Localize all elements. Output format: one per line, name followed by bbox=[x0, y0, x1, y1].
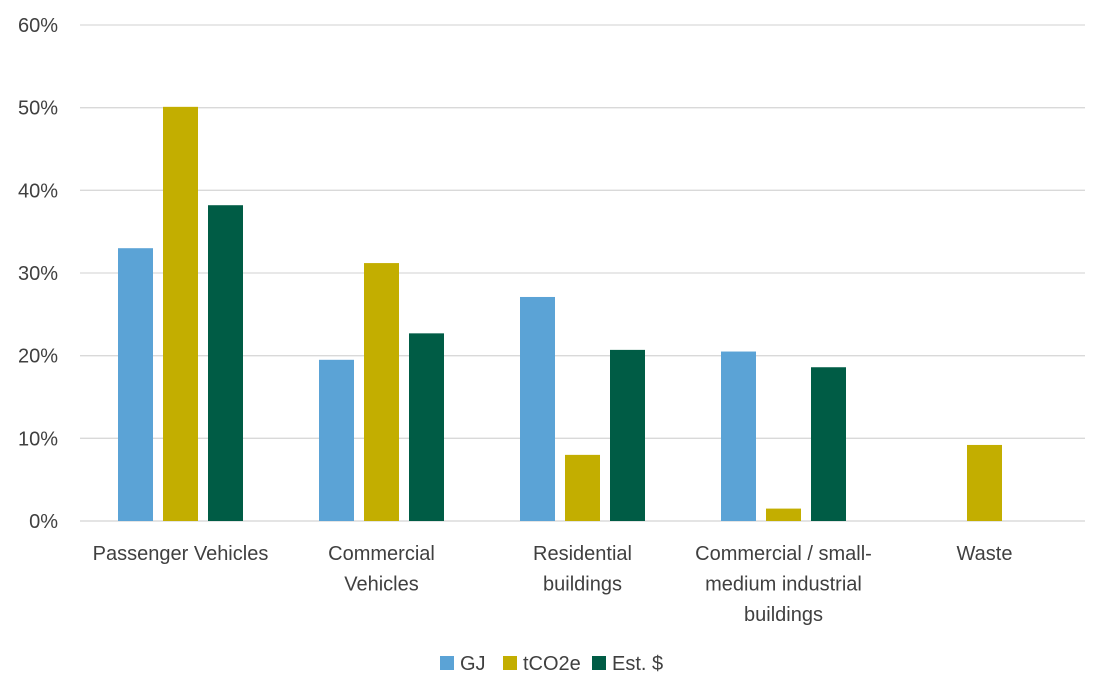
x-category-label: Passenger Vehicles bbox=[93, 543, 269, 565]
y-tick-label: 0% bbox=[29, 511, 58, 533]
x-category-label: Commercial Vehicles bbox=[328, 543, 435, 596]
bar-tco2e-2 bbox=[565, 454, 600, 521]
bar-est-1 bbox=[409, 333, 444, 521]
bar-gj-2 bbox=[520, 296, 555, 521]
x-axis-labels: Passenger Vehicles Commercial Vehicles Resi… bbox=[93, 543, 1013, 626]
x-category-label-line: Waste bbox=[957, 543, 1013, 565]
y-tick-label: 50% bbox=[18, 98, 58, 120]
x-category-label: Commercial / small-medium industrial buil… bbox=[695, 543, 872, 626]
legend-swatch bbox=[503, 656, 517, 670]
legend: GJ tCO2e Est. $ bbox=[440, 653, 663, 675]
x-category-label: Waste bbox=[957, 543, 1013, 565]
bar-gj-1 bbox=[319, 359, 354, 521]
x-category-label-line: Commercial bbox=[328, 543, 435, 565]
bar-est-2 bbox=[610, 349, 645, 521]
gridlines bbox=[80, 24, 1085, 522]
bar-tco2e-0 bbox=[163, 106, 198, 521]
bars bbox=[118, 106, 1002, 522]
y-tick-label: 40% bbox=[18, 180, 58, 202]
x-category-label-line: Commercial / small- bbox=[695, 543, 872, 565]
legend-label: GJ bbox=[460, 653, 486, 675]
x-category-label-line: buildings bbox=[744, 604, 823, 626]
x-category-label-line: Passenger Vehicles bbox=[93, 543, 269, 565]
legend-swatch bbox=[592, 656, 606, 670]
bar-tco2e-4 bbox=[967, 444, 1002, 521]
bar-est-3 bbox=[811, 367, 846, 521]
y-tick-label: 30% bbox=[18, 263, 58, 285]
bar-gj-3 bbox=[721, 351, 756, 521]
x-category-label-line: Residential bbox=[533, 543, 632, 565]
y-axis-ticks: 0% 10% 20% 30% 40% 50% 60% bbox=[18, 15, 58, 533]
y-tick-label: 20% bbox=[18, 346, 58, 368]
x-category-label-line: Vehicles bbox=[344, 574, 419, 596]
bar-est-0 bbox=[208, 205, 243, 522]
bar-tco2e-3 bbox=[766, 508, 801, 521]
legend-swatch bbox=[440, 656, 454, 670]
x-category-label-line: medium industrial bbox=[705, 574, 862, 596]
x-category-label: Residential buildings bbox=[533, 543, 632, 596]
x-category-label-line: buildings bbox=[543, 574, 622, 596]
bar-tco2e-1 bbox=[364, 263, 399, 521]
legend-label: tCO2e bbox=[523, 653, 581, 675]
bar-gj-0 bbox=[118, 248, 153, 521]
y-tick-label: 10% bbox=[18, 428, 58, 450]
y-tick-label: 60% bbox=[18, 15, 58, 37]
legend-label: Est. $ bbox=[612, 653, 663, 675]
